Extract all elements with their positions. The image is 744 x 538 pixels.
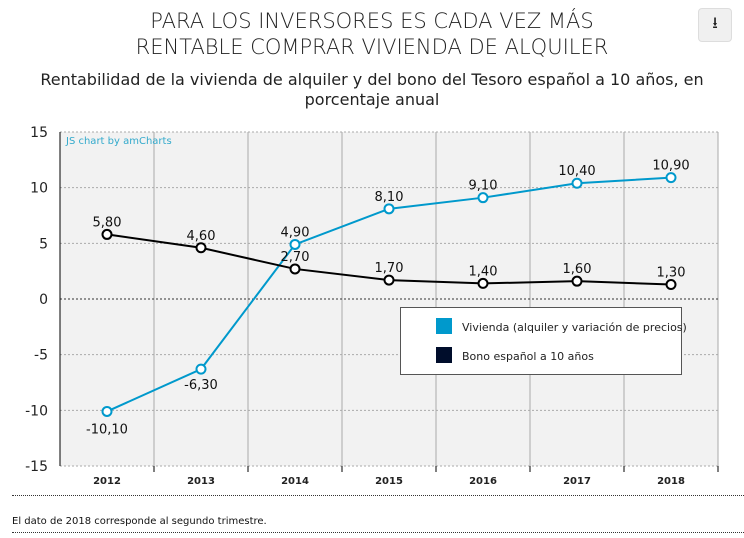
data-label: 8,10 xyxy=(375,190,404,205)
chart-title: PARA LOS INVERSORES ES CADA VEZ MÁS RENT… xyxy=(0,8,744,60)
y-tick-label: 10 xyxy=(30,181,48,197)
data-label: 1,40 xyxy=(469,264,498,279)
data-point xyxy=(101,228,113,240)
data-point xyxy=(383,203,395,215)
legend-label: Bono español a 10 años xyxy=(462,350,594,363)
data-label: 10,40 xyxy=(558,164,595,179)
x-tick-label: 2014 xyxy=(281,476,309,487)
divider xyxy=(12,495,744,496)
download-button[interactable]: ⭳ xyxy=(698,8,732,42)
data-label: 4,60 xyxy=(187,229,216,244)
data-label: 9,10 xyxy=(469,179,498,194)
y-tick-label: 5 xyxy=(39,236,48,252)
data-point xyxy=(195,242,207,254)
data-point xyxy=(289,263,301,275)
legend xyxy=(400,307,682,375)
divider xyxy=(12,532,744,533)
amcharts-credit: JS chart by amCharts xyxy=(65,136,172,147)
data-label: 4,90 xyxy=(281,225,310,240)
data-point xyxy=(101,405,113,417)
y-tick-label: -5 xyxy=(34,348,48,364)
legend-swatch xyxy=(436,318,452,334)
data-point xyxy=(289,238,301,250)
x-tick-label: 2012 xyxy=(93,476,121,487)
x-tick-label: 2015 xyxy=(375,476,403,487)
x-tick-label: 2018 xyxy=(657,476,685,487)
x-tick-label: 2013 xyxy=(187,476,215,487)
data-label: 1,30 xyxy=(657,266,686,281)
data-point xyxy=(383,274,395,286)
data-point xyxy=(571,177,583,189)
data-point xyxy=(477,192,489,204)
x-tick-label: 2017 xyxy=(563,476,591,487)
data-point xyxy=(195,363,207,375)
data-point xyxy=(571,275,583,287)
footnote: El dato de 2018 corresponde al segundo t… xyxy=(12,516,267,527)
y-tick-label: 15 xyxy=(30,125,48,141)
data-label: 1,70 xyxy=(375,261,404,276)
data-label: 2,70 xyxy=(281,250,310,265)
data-label: 5,80 xyxy=(93,215,122,230)
legend-swatch xyxy=(436,347,452,363)
x-tick-label: 2016 xyxy=(469,476,497,487)
data-label: -6,30 xyxy=(184,378,218,393)
data-label: 10,90 xyxy=(652,159,689,174)
y-tick-label: -10 xyxy=(25,403,48,419)
data-label: -10,10 xyxy=(86,422,128,437)
title-line-2: RENTABLE COMPRAR VIVIENDA DE ALQUILER xyxy=(135,35,609,59)
data-point xyxy=(477,277,489,289)
title-line-1: PARA LOS INVERSORES ES CADA VEZ MÁS xyxy=(150,9,594,33)
data-label: 1,60 xyxy=(563,262,592,277)
data-point xyxy=(665,172,677,184)
download-icon: ⭳ xyxy=(712,12,718,32)
legend-label: Vivienda (alquiler y variación de precio… xyxy=(462,321,687,334)
y-tick-label: 0 xyxy=(39,292,48,308)
data-point xyxy=(665,279,677,291)
y-tick-label: -15 xyxy=(25,459,48,475)
chart-subtitle: Rentabilidad de la vivienda de alquiler … xyxy=(40,70,704,109)
